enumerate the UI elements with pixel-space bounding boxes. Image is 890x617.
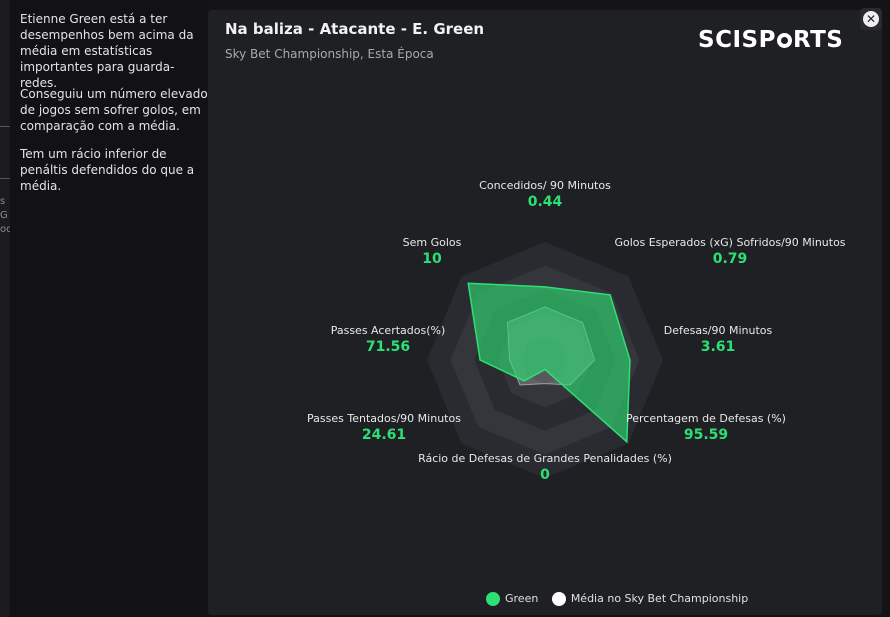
legend-dot-green: [486, 592, 500, 606]
logo-text-end: RTS: [792, 27, 844, 53]
metric-label: Concedidos/ 90 Minutos: [479, 179, 611, 192]
chart-legend: Green Média no Sky Bet Championship: [486, 592, 758, 606]
card-subtitle: Sky Bet Championship, Esta Época: [225, 47, 434, 61]
radar-metric[interactable]: Concedidos/ 90 Minutos 0.44: [395, 179, 695, 210]
legend-label: Média no Sky Bet Championship: [570, 592, 749, 605]
radar-metric[interactable]: Passes Tentados/90 Minutos 24.61: [234, 412, 534, 443]
background-text: G: [0, 210, 8, 221]
metric-label: Golos Esperados (xG) Sofridos/90 Minutos: [614, 236, 846, 249]
metric-label: Passes Tentados/90 Minutos: [307, 412, 461, 425]
legend-item-green[interactable]: Green: [486, 592, 538, 606]
insight-text: Conseguiu um número elevado de jogos sem…: [20, 87, 208, 133]
radar-chart: [427, 242, 663, 478]
insight-text: Etienne Green está a ter desempenhos bem…: [20, 12, 194, 90]
background-text: s: [0, 196, 6, 207]
background-text: oo: [0, 224, 13, 235]
legend-label: Green: [505, 592, 539, 605]
logo-ring-icon: [776, 33, 792, 48]
metric-value: 10: [422, 251, 442, 267]
logo-text-start: SCISP: [698, 27, 776, 53]
insight-text: Tem um rácio inferior de penáltis defend…: [20, 147, 195, 193]
metric-label: Sem Golos: [402, 236, 462, 249]
background-divider: [0, 126, 10, 127]
scisports-logo: SCISP RTS: [698, 27, 843, 53]
radar-metric[interactable]: Rácio de Defesas de Grandes Penalidades …: [395, 452, 695, 483]
background-divider: [0, 178, 10, 179]
radar-metric[interactable]: Golos Esperados (xG) Sofridos/90 Minutos…: [580, 236, 880, 267]
legend-dot-average: [551, 592, 566, 606]
radar-metric[interactable]: Defesas/90 Minutos 3.61: [568, 324, 868, 355]
metric-value: 24.61: [361, 427, 407, 443]
green-series-area: [467, 282, 631, 444]
background-app-strip: s G oo: [0, 0, 13, 617]
metric-value: 0.44: [527, 194, 563, 210]
metric-value: 71.56: [365, 339, 411, 355]
metric-label: Rácio de Defesas de Grandes Penalidades …: [418, 452, 672, 465]
insights-panel: Etienne Green está a ter desempenhos bem…: [10, 0, 208, 617]
metric-value: 3.61: [700, 339, 736, 355]
legend-item-average[interactable]: Média no Sky Bet Championship: [551, 592, 749, 606]
radar-metric[interactable]: Passes Acertados(%) 71.56: [238, 324, 538, 355]
radar-shapes: [467, 282, 631, 444]
metric-label: Passes Acertados(%): [330, 324, 446, 337]
close-button[interactable]: ✕: [860, 8, 882, 30]
metric-label: Defesas/90 Minutos: [663, 324, 773, 337]
radar-metric[interactable]: Percentagem de Defesas (%) 95.59: [556, 412, 856, 443]
metric-label: Percentagem de Defesas (%): [626, 412, 786, 425]
radar-card: Na baliza - Atacante - E. Green Sky Bet …: [208, 10, 882, 615]
close-icon: ✕: [863, 11, 879, 27]
metric-value: 95.59: [683, 427, 729, 443]
radar-metric[interactable]: Sem Golos 10: [282, 236, 582, 267]
metric-value: 0: [540, 467, 550, 483]
card-title: Na baliza - Atacante - E. Green: [225, 20, 485, 38]
metric-value: 0.79: [712, 251, 748, 267]
